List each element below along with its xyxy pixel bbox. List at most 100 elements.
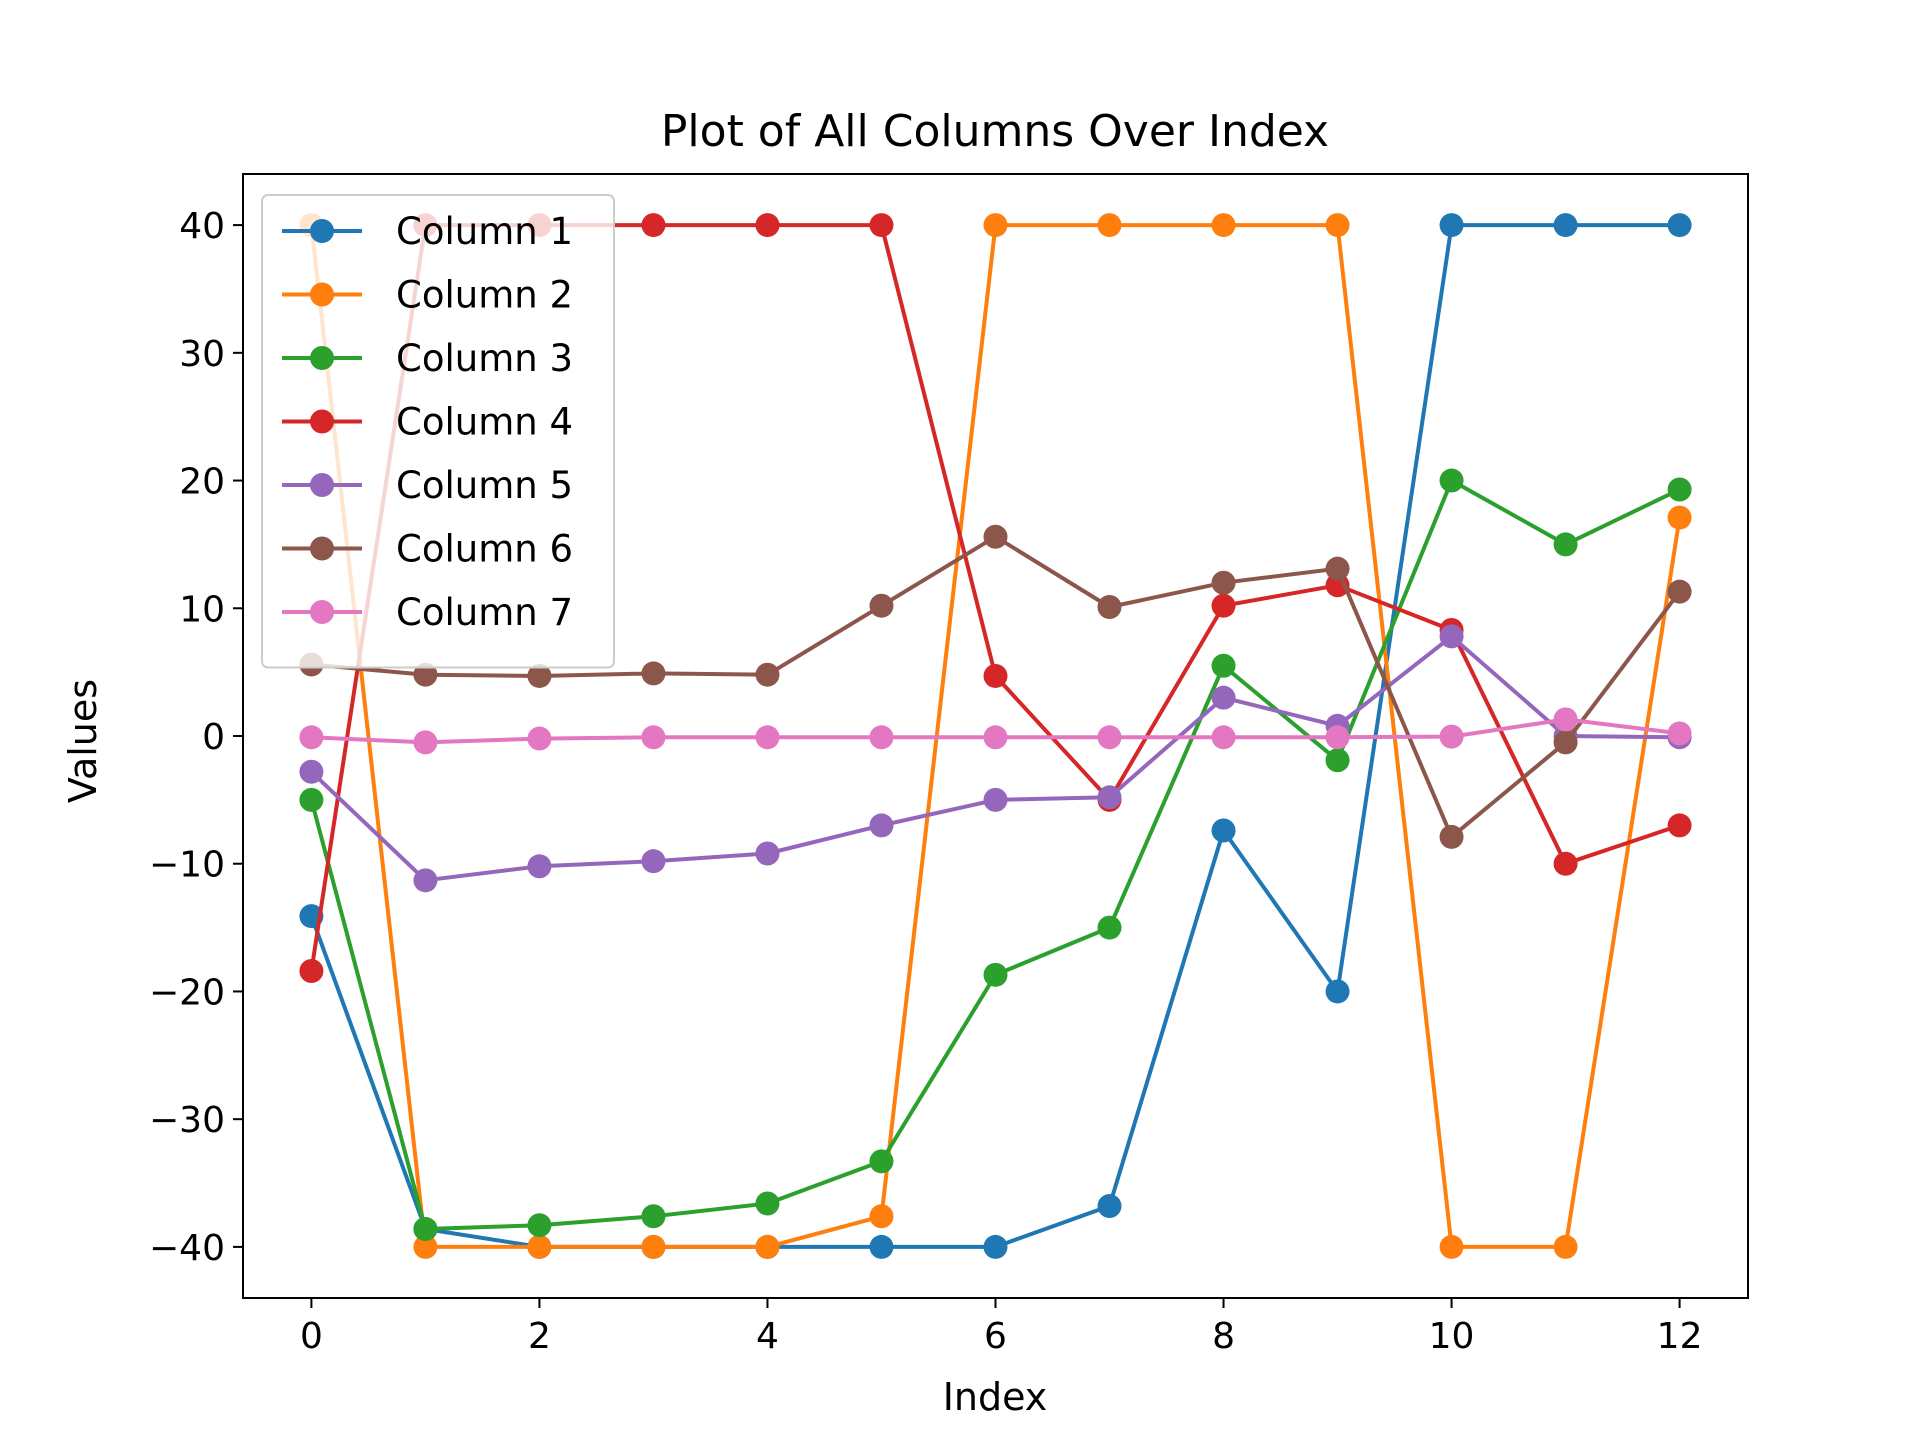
data-point-series-7 [1439,724,1464,749]
data-point-series-7 [641,725,666,750]
legend-label: Column 4 [396,401,573,444]
legend-label: Column 7 [396,591,573,634]
axes-frame [242,173,1749,1299]
legend-label: Column 2 [396,274,573,317]
data-point-series-6 [413,662,438,687]
y-tick-label: 30 [179,334,225,375]
data-point-series-7 [1325,725,1350,750]
y-tick-label: 0 [202,717,225,758]
data-point-series-4 [983,663,1008,688]
data-point-series-2 [755,1234,780,1259]
y-tick-label: −30 [149,1100,225,1141]
data-point-series-5 [527,854,552,879]
legend-label: Column 5 [396,464,573,507]
data-point-series-4 [755,213,780,238]
data-point-series-2 [1553,1234,1578,1259]
data-point-series-2 [641,1234,666,1259]
data-point-series-3 [1325,748,1350,773]
x-tick-label: 6 [984,1316,1007,1357]
data-point-series-4 [869,213,894,238]
data-point-series-3 [983,962,1008,987]
data-point-series-5 [755,841,780,866]
data-point-series-6 [527,663,552,688]
legend-label: Column 3 [396,337,573,380]
data-point-series-5 [413,868,438,893]
x-tick-label: 0 [300,1316,323,1357]
data-point-series-4 [1211,593,1236,618]
data-point-series-1 [1097,1194,1122,1219]
legend: Column 1 Column 2 Column 3 Column 4 Column 5… [261,194,615,669]
data-point-series-1 [1325,979,1350,1004]
data-point-series-3 [1439,468,1464,493]
data-point-series-7 [983,725,1008,750]
data-point-series-1 [869,1234,894,1259]
data-point-series-2 [983,213,1008,238]
legend-label: Column 1 [396,210,573,253]
data-point-series-6 [983,524,1008,549]
data-point-series-6 [1439,824,1464,849]
y-tick-label: −40 [149,1228,225,1269]
data-point-series-3 [1211,653,1236,678]
data-point-series-7 [1097,725,1122,750]
data-point-series-5 [641,849,666,874]
data-point-series-3 [527,1213,552,1238]
y-tick-label: −20 [149,972,225,1013]
data-point-series-3 [869,1149,894,1174]
data-point-series-2 [1211,213,1236,238]
data-point-series-3 [1667,477,1692,502]
data-point-series-5 [299,759,324,784]
legend-marker-7 [310,600,334,624]
data-point-series-3 [413,1217,438,1242]
data-point-series-5 [1211,685,1236,710]
data-point-series-3 [755,1191,780,1216]
data-point-series-6 [1097,594,1122,619]
data-point-series-2 [1325,213,1350,238]
data-point-series-4 [1553,851,1578,876]
x-axis-title: Index [943,1375,1048,1419]
data-point-series-7 [1211,725,1236,750]
data-point-series-5 [869,813,894,838]
legend-label: Column 6 [396,528,573,571]
data-point-series-5 [1097,785,1122,810]
data-point-series-5 [1439,624,1464,649]
data-point-series-4 [1667,813,1692,838]
data-point-series-1 [1553,213,1578,238]
data-point-series-2 [1667,505,1692,530]
data-point-series-7 [755,725,780,750]
legend-marker-6 [310,536,334,561]
data-point-series-1 [1439,213,1464,238]
data-point-series-6 [755,662,780,687]
y-tick-label: −10 [149,845,225,886]
data-point-series-1 [983,1234,1008,1259]
plot-area: 0 2 4 6 8 10 12 −40 −30 −20 −10 0 10 20 30 40 [149,173,1749,1357]
data-point-series-2 [1439,1234,1464,1259]
data-point-series-7 [299,725,324,750]
y-tick-label: 40 [179,206,225,247]
x-tick-label: 12 [1657,1316,1703,1357]
data-point-series-7 [527,726,552,751]
legend-marker-1 [310,219,334,243]
y-tick-label: 10 [179,589,225,630]
data-point-series-7 [1667,721,1692,746]
data-point-series-3 [299,787,324,812]
data-point-series-2 [413,1234,438,1259]
data-point-series-4 [299,959,324,984]
data-point-series-6 [641,661,666,686]
data-point-series-3 [1097,915,1122,940]
legend-marker-3 [310,346,334,370]
chart-title: Plot of All Columns Over Index [661,106,1329,157]
data-point-series-3 [641,1204,666,1229]
x-tick-label: 8 [1212,1316,1235,1357]
data-point-series-5 [983,787,1008,812]
data-point-series-4 [641,213,666,238]
data-point-series-2 [527,1234,552,1259]
legend-marker-5 [310,473,334,497]
data-point-series-3 [1553,532,1578,557]
data-point-series-6 [869,593,894,618]
data-point-series-2 [869,1204,894,1229]
data-point-series-7 [413,730,438,755]
data-point-series-2 [1097,213,1122,238]
legend-marker-2 [310,282,334,307]
